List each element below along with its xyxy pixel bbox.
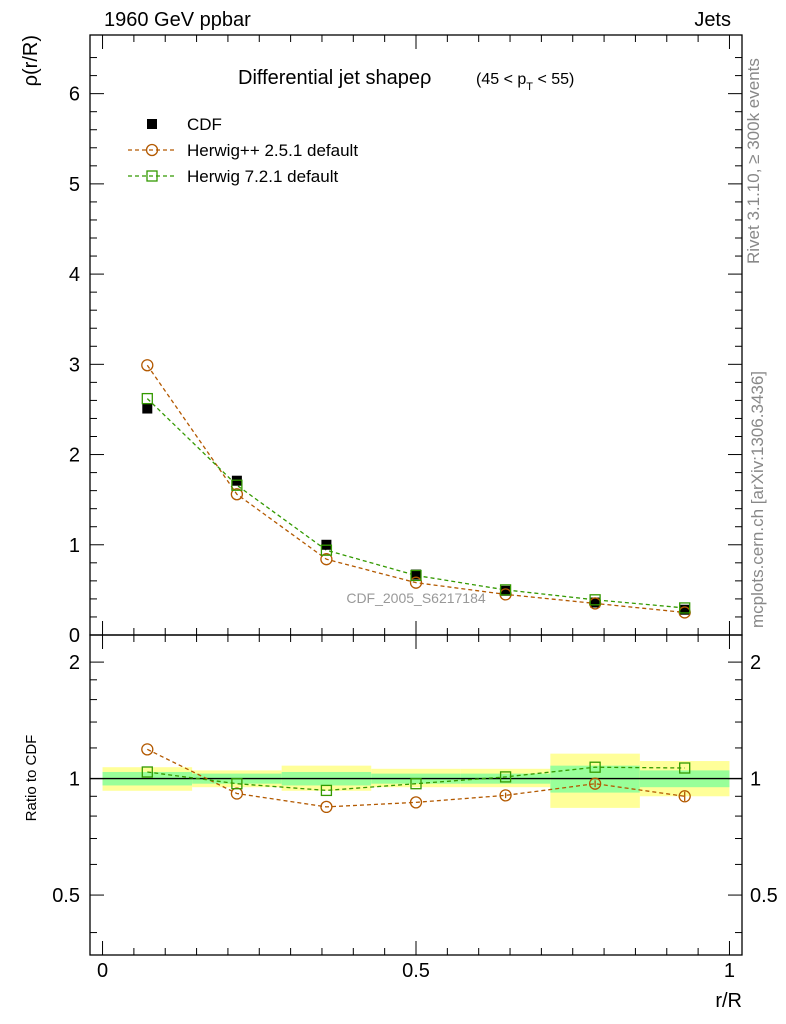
ratio-y-tick-label-right: 1: [750, 769, 761, 791]
watermark: CDF_2005_S6217184: [346, 590, 486, 606]
main-point-s2-5: [589, 594, 601, 606]
main-point-s0-4: [500, 585, 511, 596]
main-point-s2-4: [499, 584, 512, 596]
ratio-line-series-0: [147, 748, 685, 808]
ratio-point-s1-4: [499, 771, 512, 783]
ratio-point-s1-6: [679, 762, 691, 774]
main-point-s1-3: [409, 576, 423, 589]
main-point-s0-0: [142, 403, 153, 414]
ratio-y-tick-label-right: 0.5: [750, 885, 778, 907]
main-y-axis-label: ρ(r/R): [20, 35, 42, 86]
main-point-s0-5: [590, 597, 601, 608]
legend-label-0: CDF: [187, 115, 222, 134]
ratio-y-tick-label-right: 2: [750, 652, 761, 674]
x-tick-label: 0.5: [402, 960, 430, 982]
x-tick-label: 0: [97, 960, 108, 982]
ratio-point-s0-2: [320, 800, 333, 814]
legend-label-2: Herwig 7.2.1 default: [187, 167, 338, 186]
ratio-point-s1-1: [231, 778, 243, 790]
legend-marker-0: [147, 119, 157, 129]
ratio-y-axis-label: Ratio to CDF: [23, 735, 40, 822]
x-tick-label: 1: [724, 960, 735, 982]
main-point-s2-3: [410, 569, 422, 582]
legend-marker-1: [145, 143, 159, 157]
main-point-s1-2: [320, 553, 333, 566]
header-right: Jets: [694, 9, 731, 31]
ratio-point-s0-4: [499, 789, 512, 802]
main-point-s0-3: [411, 569, 421, 580]
ratio-point-s1-5: [589, 761, 601, 773]
main-point-s2-6: [679, 602, 691, 614]
main-point-s1-0: [141, 359, 154, 372]
main-y-tick-label: 2: [69, 445, 80, 467]
ratio-point-s1-2: [320, 784, 333, 797]
main-y-tick-label: 5: [69, 174, 80, 196]
ratio-point-s0-5: [588, 777, 602, 790]
main-chart-title-cut: (45 < pT < 55): [476, 71, 574, 93]
ratio-y-tick-label-left: 1: [69, 769, 80, 791]
legend-label-1: Herwig++ 2.5.1 default: [187, 141, 358, 160]
legend-marker-2: [146, 170, 158, 182]
ratio-y-tick-label-left: 0.5: [52, 885, 80, 907]
main-y-tick-label: 1: [69, 535, 80, 557]
main-point-s2-1: [231, 479, 243, 491]
main-y-tick-label: 6: [69, 84, 80, 106]
x-axis-label: r/R: [715, 990, 742, 1012]
main-point-s0-6: [679, 604, 690, 615]
ratio-line-series-1: [147, 766, 685, 792]
ratio-point-s1-0: [141, 766, 153, 778]
main-chart-title: Differential jet shapeρ: [238, 67, 431, 89]
main-y-tick-label: 0: [69, 625, 80, 647]
ratio-point-s0-6: [678, 790, 691, 803]
main-point-s2-2: [320, 544, 333, 556]
header-left: 1960 GeV ppbar: [104, 9, 251, 31]
legend: CDF Herwig++ 2.5.1 default Herwig 7.2.1 de…: [128, 115, 358, 186]
main-point-s1-1: [230, 488, 244, 501]
ratio-point-s0-3: [409, 796, 423, 809]
ratio-y-tick-label-left: 2: [69, 652, 80, 674]
ratio-point-s0-0: [141, 743, 154, 756]
main-point-s2-0: [141, 392, 153, 405]
ratio-point-s1-3: [410, 778, 422, 790]
main-y-tick-label: 4: [69, 264, 80, 286]
main-y-tick-label: 3: [69, 354, 80, 376]
ratio-point-s0-1: [230, 787, 244, 800]
